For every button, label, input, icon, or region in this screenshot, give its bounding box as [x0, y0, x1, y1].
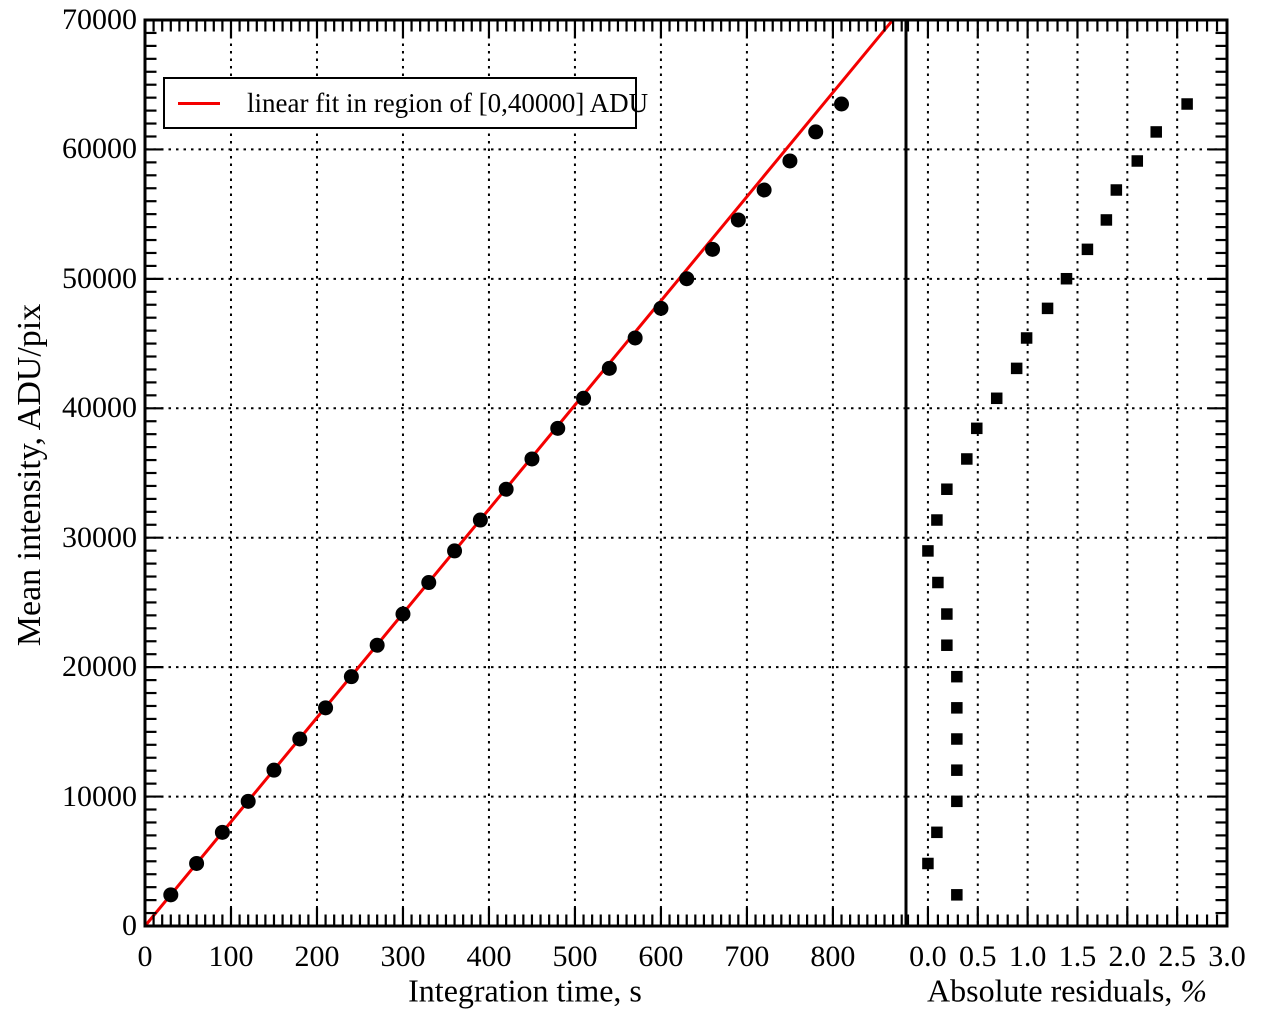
- data-point: [214, 824, 230, 840]
- x-tick-label: 0: [137, 940, 153, 973]
- y-tick-label: 0: [122, 909, 137, 942]
- data-point: [679, 271, 695, 287]
- residual-point: [951, 702, 963, 714]
- residual-point: [941, 639, 953, 651]
- x-tick-label: 3.0: [1208, 940, 1246, 973]
- data-point: [472, 512, 488, 528]
- data-point: [808, 124, 824, 140]
- residual-point: [941, 608, 953, 620]
- residual-point: [951, 889, 963, 901]
- legend-label: linear fit in region of [0,40000] ADU: [247, 87, 649, 118]
- y-tick-label: 60000: [62, 132, 137, 166]
- x-tick-label: 100: [208, 940, 254, 973]
- residual-point: [1150, 126, 1162, 138]
- data-point: [601, 360, 617, 376]
- residual-point: [961, 453, 973, 465]
- data-point: [498, 481, 514, 497]
- x-tick-label: 600: [638, 940, 684, 973]
- data-point: [189, 855, 205, 871]
- residual-point: [951, 764, 963, 776]
- residual-point: [931, 826, 943, 839]
- data-point: [369, 637, 385, 653]
- x-tick-label: 2.0: [1108, 940, 1147, 973]
- residual-point: [922, 857, 934, 870]
- data-point: [550, 420, 566, 436]
- residual-point: [1181, 98, 1193, 110]
- residual-point: [941, 483, 953, 495]
- residual-point: [990, 392, 1003, 405]
- data-point: [730, 212, 746, 228]
- x-tick-label: 400: [466, 940, 512, 973]
- x-axis-title-left: Integration time, s: [408, 972, 642, 1009]
- fit-line-sample: [178, 101, 220, 105]
- residual-point: [1041, 302, 1054, 315]
- data-point: [756, 182, 772, 198]
- data-point: [705, 241, 721, 257]
- y-tick-label: 70000: [62, 3, 137, 36]
- x-tick-label: 200: [294, 940, 340, 973]
- data-point: [163, 887, 179, 903]
- y-tick-label: 20000: [62, 650, 137, 684]
- residual-point: [1060, 272, 1073, 285]
- x-tick-label: 2.5: [1158, 940, 1196, 973]
- data-point: [292, 731, 308, 747]
- data-point: [318, 700, 334, 716]
- x-tick-label: 0.5: [959, 940, 997, 973]
- data-point: [576, 390, 592, 406]
- x-tick-label: 500: [552, 940, 598, 973]
- y-tick-label: 40000: [62, 391, 137, 425]
- x-axis-title-right: Absolute residuals, %: [927, 972, 1207, 1009]
- data-point: [395, 606, 411, 622]
- residual-point: [1131, 155, 1144, 167]
- data-point: [524, 451, 540, 467]
- x-tick-label: 700: [724, 940, 770, 973]
- x-tick-label: 1.0: [1008, 940, 1047, 973]
- residual-point: [951, 733, 963, 745]
- fit-line: [143, 19, 894, 927]
- data-point: [627, 330, 643, 346]
- data-point: [240, 793, 256, 809]
- residual-point: [951, 795, 963, 808]
- residual-point: [1081, 243, 1094, 256]
- data-point: [447, 543, 463, 559]
- residual-point: [922, 545, 934, 557]
- data-point: [266, 762, 282, 778]
- legend: linear fit in region of [0,40000] ADU: [163, 77, 648, 129]
- residual-point: [932, 576, 944, 589]
- residual-point: [1100, 214, 1113, 226]
- data-point: [834, 96, 850, 112]
- residual-point: [971, 422, 983, 435]
- data-point: [782, 153, 798, 169]
- x-tick-label: 300: [380, 940, 426, 973]
- y-tick-label: 10000: [62, 779, 137, 813]
- y-tick-label: 30000: [62, 520, 137, 554]
- residual-point: [931, 514, 943, 526]
- residual-point: [1110, 184, 1123, 196]
- percent-symbol: %: [1180, 972, 1207, 1009]
- data-point: [343, 669, 359, 685]
- data-point: [421, 575, 437, 591]
- panel-border: [904, 18, 1229, 928]
- residual-point: [951, 670, 963, 683]
- x-tick-label: 1.5: [1058, 940, 1097, 973]
- residual-point: [1020, 332, 1033, 344]
- y-tick-label: 50000: [62, 261, 137, 295]
- y-axis-title: Mean intensity, ADU/pix: [11, 303, 48, 647]
- x-tick-label: 0.0: [909, 940, 947, 973]
- data-point: [653, 300, 669, 316]
- x-tick-label: 800: [810, 940, 856, 973]
- residual-point: [1010, 362, 1023, 375]
